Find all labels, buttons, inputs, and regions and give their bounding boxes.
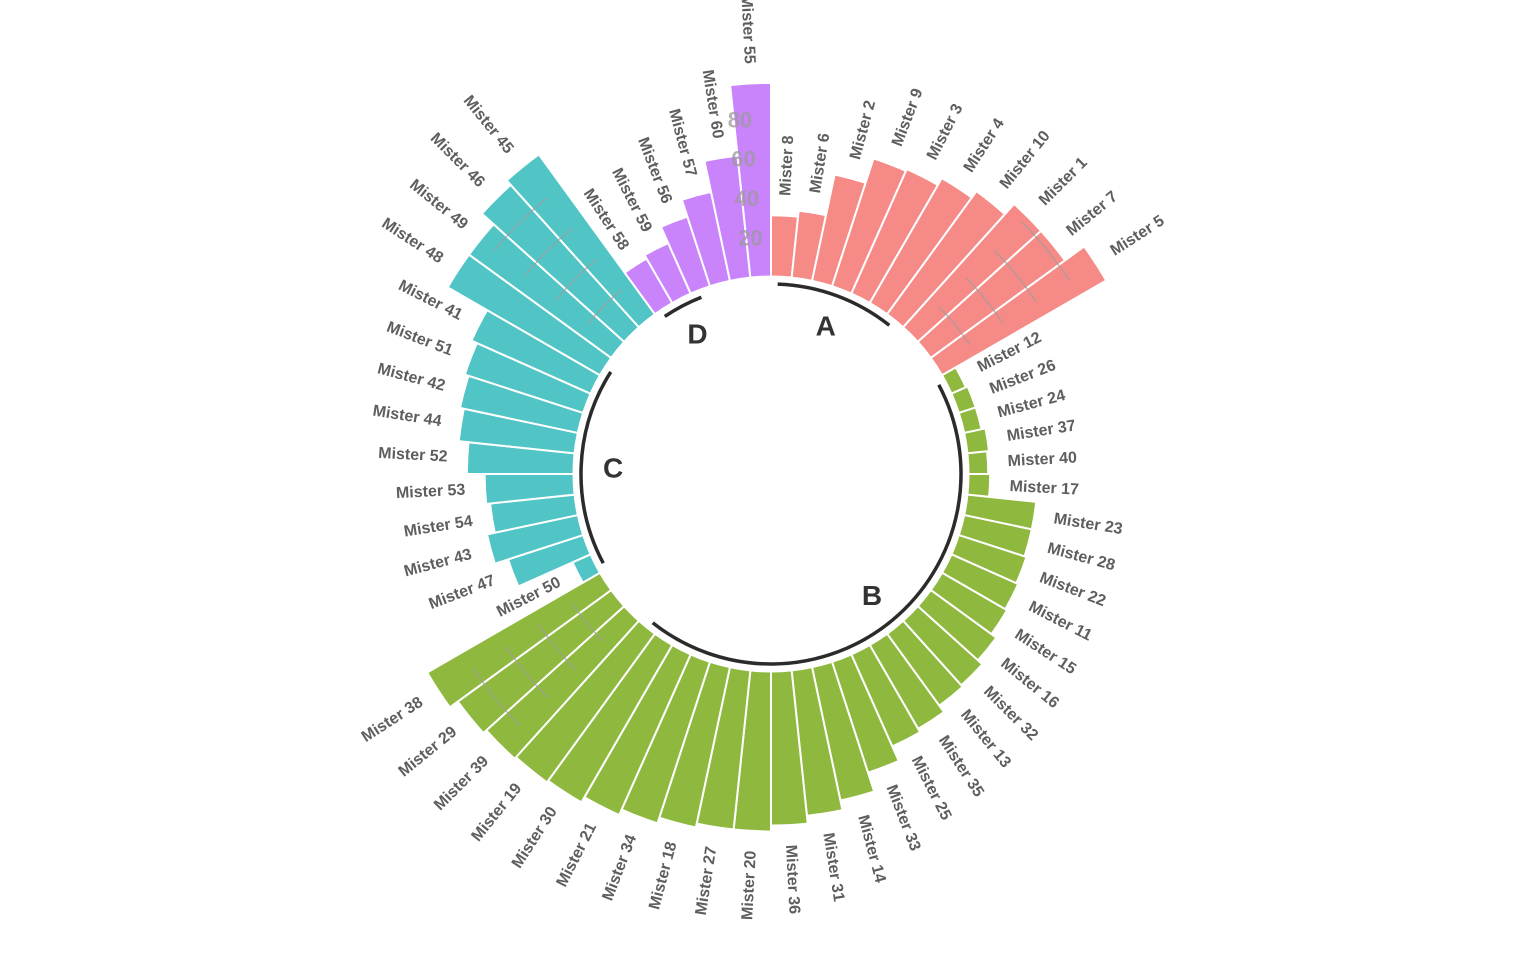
grid-arc bbox=[494, 197, 548, 251]
bar-label: Mister 9 bbox=[889, 86, 927, 149]
bar bbox=[929, 245, 1108, 377]
bar bbox=[966, 473, 992, 499]
bar-label: Mister 21 bbox=[554, 820, 601, 890]
bar-label: Mister 27 bbox=[693, 845, 721, 916]
bar-label: Mister 29 bbox=[396, 723, 461, 780]
bar-label: Mister 19 bbox=[468, 780, 525, 845]
grid-arc bbox=[966, 278, 1004, 324]
y-tick-labels: 20 40 60 80 bbox=[728, 107, 763, 250]
bar-label: Mister 2 bbox=[847, 99, 879, 162]
bar-label: Mister 3 bbox=[924, 101, 967, 163]
bar bbox=[485, 513, 585, 565]
grid-arc bbox=[1021, 222, 1070, 281]
bar-label: Mister 42 bbox=[376, 360, 448, 394]
group-label: D bbox=[687, 319, 707, 350]
bar-label: Mister 7 bbox=[1063, 188, 1121, 239]
grid-arc bbox=[938, 305, 971, 346]
y-tick-label: 20 bbox=[738, 225, 762, 250]
grid-arc bbox=[524, 227, 573, 276]
bar-label: Mister 56 bbox=[634, 135, 675, 206]
bar-label: Mister 40 bbox=[1007, 449, 1077, 470]
grid-arc bbox=[586, 289, 623, 326]
group-markers-layer: A B C D bbox=[579, 282, 963, 666]
bar-label: Mister 8 bbox=[777, 135, 797, 196]
grid-arc bbox=[538, 624, 576, 670]
bar-label: Mister 28 bbox=[1045, 540, 1117, 574]
bar-label: Mister 60 bbox=[699, 69, 727, 140]
grid-arc bbox=[472, 667, 521, 726]
y-tick-label: 60 bbox=[731, 147, 755, 172]
group-label: A bbox=[816, 310, 836, 341]
group-arc bbox=[579, 370, 613, 565]
group-arc bbox=[777, 282, 891, 327]
bar-label: Mister 51 bbox=[384, 319, 455, 360]
bar bbox=[966, 450, 990, 475]
bar bbox=[505, 153, 657, 329]
bar-label: Mister 48 bbox=[379, 215, 447, 267]
bar bbox=[729, 81, 772, 279]
bar-label: Mister 53 bbox=[396, 482, 466, 503]
bar-label: Mister 57 bbox=[665, 107, 699, 179]
grid-arcs-layer bbox=[472, 197, 1070, 726]
bar-label: Mister 44 bbox=[371, 403, 442, 431]
bar-label: Mister 45 bbox=[460, 92, 517, 157]
bar-label: Mister 5 bbox=[1108, 212, 1168, 259]
bar-label: Mister 30 bbox=[509, 804, 561, 872]
group-arc bbox=[663, 295, 703, 318]
bar bbox=[962, 427, 991, 455]
bar-label: Mister 23 bbox=[1053, 510, 1124, 538]
bar-label: Mister 22 bbox=[1037, 569, 1108, 610]
bar-label: Mister 1 bbox=[1036, 154, 1091, 209]
bar-label: Mister 54 bbox=[403, 513, 474, 541]
bar-label: Mister 6 bbox=[807, 132, 833, 194]
bar-label: Mister 31 bbox=[819, 832, 847, 903]
group-label: B bbox=[862, 580, 882, 611]
bar-label: Mister 25 bbox=[908, 753, 955, 823]
bar-label: Mister 20 bbox=[739, 850, 760, 920]
group-arc bbox=[651, 383, 963, 666]
bar-label: Mister 34 bbox=[599, 832, 640, 903]
bar-label: Mister 10 bbox=[997, 128, 1054, 193]
bar-label: Mister 37 bbox=[1006, 417, 1077, 445]
bar-label: Mister 46 bbox=[427, 130, 488, 191]
bar-label: Mister 36 bbox=[782, 844, 803, 914]
bar-label: Mister 14 bbox=[854, 813, 888, 885]
group-label: C bbox=[603, 452, 623, 483]
bar-label: Mister 43 bbox=[402, 546, 474, 580]
bar-label: Mister 39 bbox=[431, 753, 492, 814]
y-tick-label: 80 bbox=[728, 107, 752, 132]
bar-label: Mister 55 bbox=[737, 0, 758, 64]
bar-label: Mister 52 bbox=[378, 445, 448, 466]
grid-arc bbox=[555, 258, 598, 301]
grid-arc bbox=[993, 250, 1037, 303]
bar-label: Mister 17 bbox=[1009, 478, 1079, 499]
bar bbox=[425, 571, 613, 709]
bar-label: Mister 47 bbox=[427, 572, 498, 613]
bar-label: Mister 18 bbox=[646, 840, 680, 912]
bars-layer bbox=[425, 81, 1108, 833]
bar-label: Mister 33 bbox=[883, 783, 924, 854]
grid-arc bbox=[571, 602, 604, 643]
bar-label: Mister 4 bbox=[961, 115, 1008, 175]
y-tick-label: 40 bbox=[735, 186, 759, 211]
bar-label: Mister 49 bbox=[406, 176, 471, 233]
bar-label: Mister 38 bbox=[359, 694, 427, 746]
grid-arc bbox=[505, 645, 549, 698]
